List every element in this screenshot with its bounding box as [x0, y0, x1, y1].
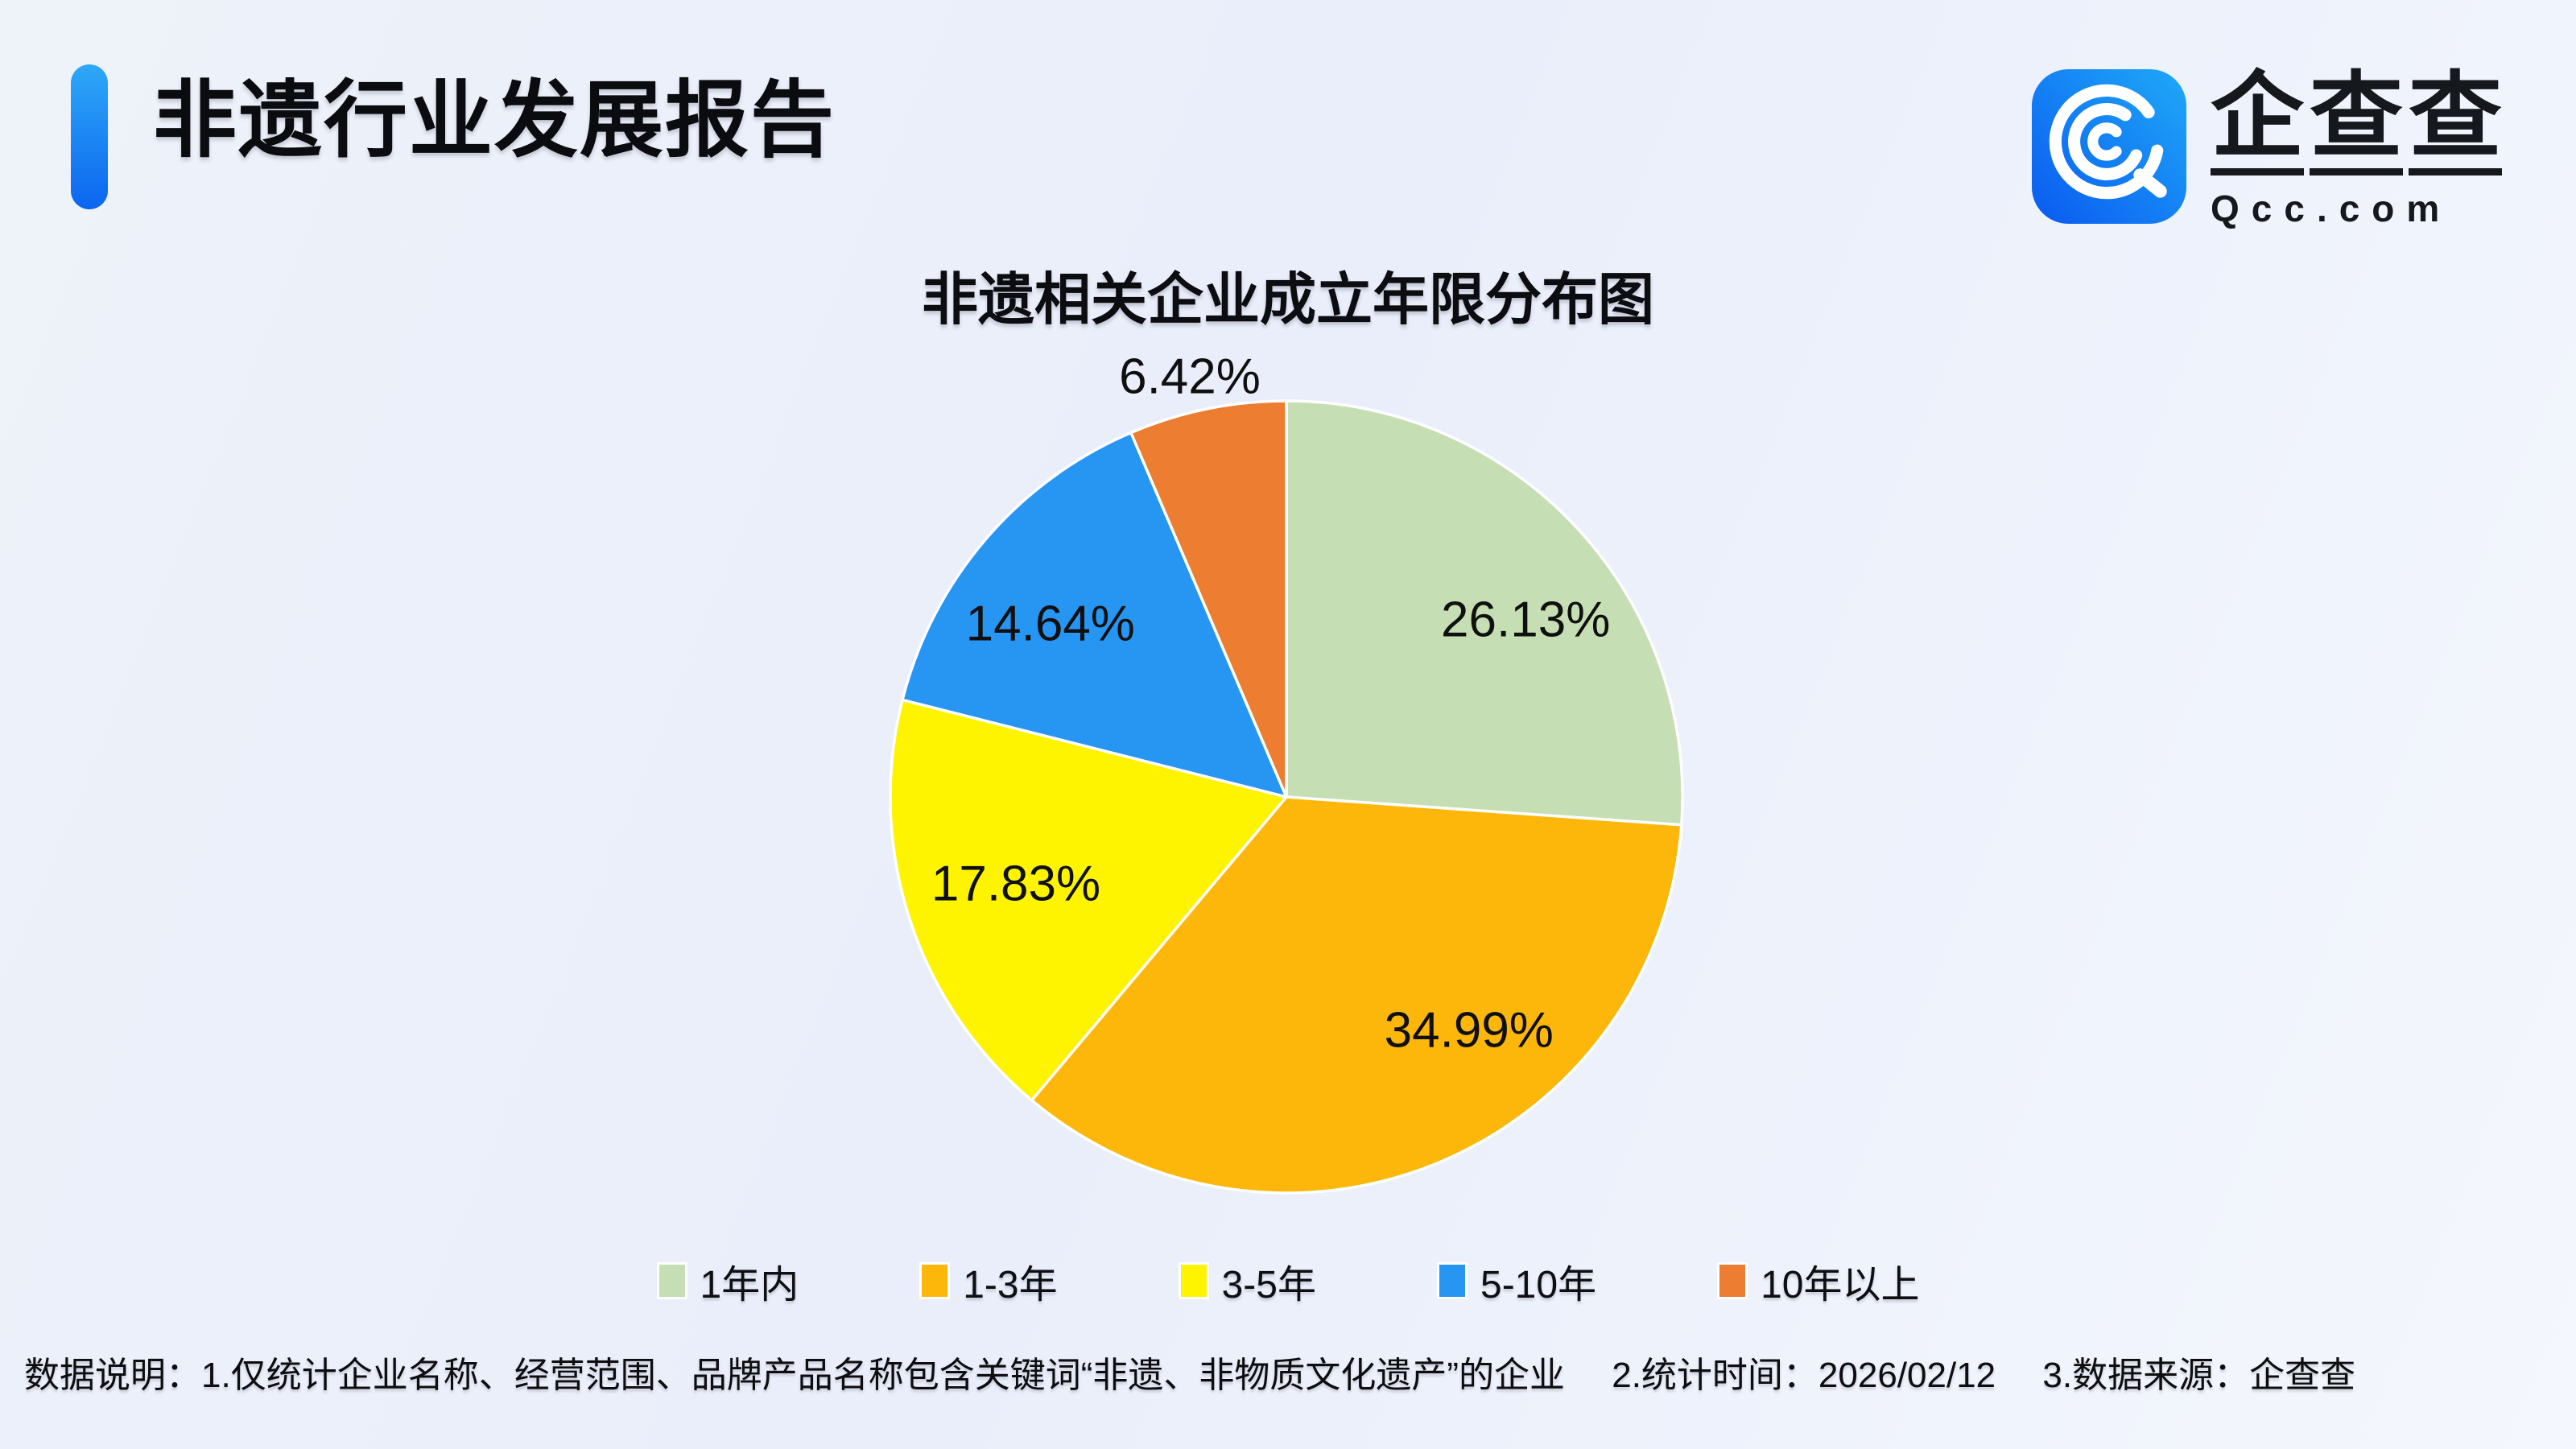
pie-label-10年以上: 6.42%: [1119, 349, 1261, 405]
pie-slice-1年内: [1285, 399, 1684, 827]
title-accent-bar: [71, 64, 108, 209]
legend-item: 5-10年: [1437, 1253, 1596, 1309]
pie-slice-10年以上: [1129, 399, 1288, 799]
legend-label: 10年以上: [1761, 1264, 1920, 1307]
qcc-logo-icon: [2032, 69, 2186, 224]
brand-logo: 企查查 Qcc.com: [2032, 69, 2502, 230]
legend-label: 1-3年: [963, 1264, 1058, 1307]
legend-item: 10年以上: [1717, 1253, 1919, 1309]
brand-name-char: 查: [2310, 69, 2403, 175]
legend-swatch: [1178, 1262, 1209, 1299]
page-title: 非遗行业发展报告: [153, 74, 836, 167]
pie-slice-3-5年: [889, 698, 1288, 1102]
brand-domain: Qcc.com: [2211, 188, 2452, 229]
legend-item: 1-3年: [919, 1253, 1058, 1309]
pie-label-1年内: 26.13%: [1441, 592, 1610, 648]
legend-swatch: [919, 1262, 951, 1299]
note-statistics-scope: 数据说明：1.仅统计企业名称、经营范围、品牌产品名称包含关键词“非遗、非物质文化…: [24, 1356, 1565, 1395]
legend: 1年内 1-3年 3-5年 5-10年 10年以上: [0, 1253, 2576, 1309]
brand-name: 企查查: [2211, 69, 2502, 175]
legend-swatch: [656, 1262, 687, 1299]
legend-swatch: [1717, 1262, 1748, 1299]
legend-item: 3-5年: [1178, 1253, 1316, 1309]
pie-label-1-3年: 34.99%: [1385, 1002, 1554, 1058]
brand-name-char: 查: [2409, 69, 2502, 175]
legend-label: 5-10年: [1480, 1264, 1597, 1307]
legend-item: 1年内: [656, 1253, 799, 1309]
note-statistics-time: 2.统计时间：2026/02/12: [1612, 1356, 1996, 1395]
legend-swatch: [1437, 1262, 1468, 1299]
legend-label: 3-5年: [1221, 1264, 1316, 1307]
legend-label: 1年内: [700, 1264, 799, 1307]
pie-slice-5-10年: [901, 431, 1288, 799]
chart-title: 非遗相关企业成立年限分布图: [922, 268, 1654, 331]
pie-label-3-5年: 17.83%: [931, 857, 1100, 912]
note-data-source: 3.数据来源：企查查: [2042, 1356, 2356, 1395]
pie-slice-1-3年: [1030, 795, 1683, 1195]
pie-chart: 26.13% 34.99% 17.83% 14.64% 6.42%: [889, 349, 1684, 1195]
brand-text: 企查查 Qcc.com: [2211, 69, 2502, 230]
data-notes: 数据说明：1.仅统计企业名称、经营范围、品牌产品名称包含关键词“非遗、非物质文化…: [24, 1346, 2568, 1397]
pie-label-5-10年: 14.64%: [966, 597, 1135, 652]
brand-name-char: 企: [2211, 69, 2304, 175]
